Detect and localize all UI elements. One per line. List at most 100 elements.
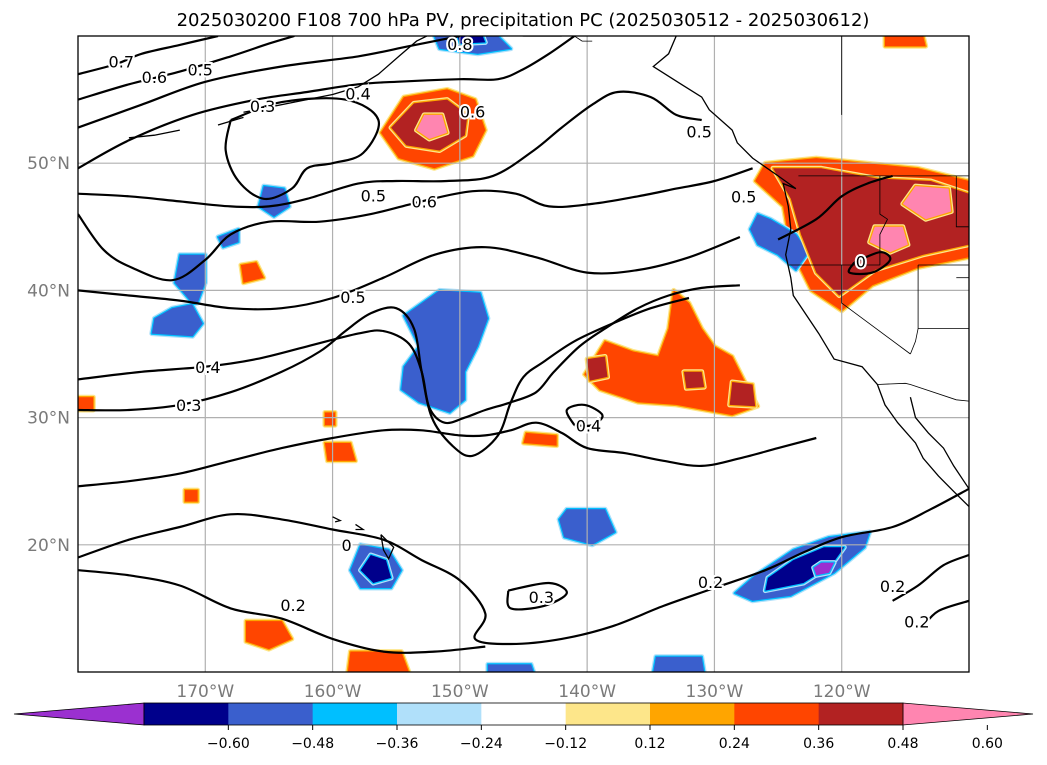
coastlines-layer (128, 36, 969, 561)
precip-positive-region (587, 356, 608, 381)
colorbar-tick-label: −0.48 (291, 736, 334, 752)
lon-tick-label: 140°W (558, 682, 616, 702)
precip-positive-region (184, 490, 198, 502)
colorbar-tick-label: 0.12 (634, 736, 665, 752)
lon-tick-label: 130°W (686, 682, 744, 702)
pv-contour-line (78, 90, 702, 209)
contour-label: 0.5 (361, 186, 386, 205)
lat-tick-label: 40°N (27, 281, 70, 301)
contour-label: 0.6 (460, 102, 485, 121)
precip-positive-region (869, 226, 908, 253)
contour-label: 0 (341, 536, 351, 555)
colorbar-tick-label: 0.60 (972, 736, 1003, 752)
contour-label: 0.4 (576, 417, 601, 436)
pv-contour-line (78, 235, 741, 311)
precip-region-edge (901, 184, 953, 221)
contour-label: 0.4 (345, 85, 370, 104)
precip-positive-region (324, 443, 356, 461)
latitude-tick-labels: 50°N 40°N 30°N 20°N (27, 154, 70, 556)
lon-tick-label: 150°W (431, 682, 489, 702)
colorbar-tick-label: −0.24 (460, 736, 503, 752)
contour-label: 0.3 (529, 588, 554, 607)
contour-label: 0.8 (447, 35, 472, 54)
political-border (879, 175, 889, 265)
colorbar-segment (228, 703, 314, 725)
precip-negative-region (360, 555, 392, 583)
precip-positive-region (240, 262, 264, 283)
gridlines (78, 36, 969, 672)
pv-contour-line (78, 36, 461, 129)
precip-negative-region (487, 664, 534, 672)
contour-label: 0.2 (880, 577, 905, 596)
lon-tick-label: 160°W (304, 682, 362, 702)
colorbar-tick-label: −0.60 (207, 736, 250, 752)
political-border (910, 265, 919, 355)
lat-tick-label: 30°N (27, 409, 70, 429)
colorbar-segment (397, 703, 482, 725)
political-borders-layer (574, 36, 969, 402)
political-border (955, 175, 969, 228)
coastline (355, 523, 366, 531)
precip-positive-region (347, 651, 409, 672)
colorbar: −0.60 −0.48 −0.36 −0.24 −0.12 0.12 0.24 0.36 0.4… (13, 702, 1034, 752)
precip-positive-region (78, 397, 94, 410)
pv-contour-line (224, 97, 381, 201)
lat-tick-label: 20°N (27, 536, 70, 556)
colorbar-segment (312, 703, 398, 725)
pv-contour-line (892, 553, 969, 602)
coastline (652, 36, 969, 508)
pv-contour-line (78, 36, 576, 170)
colorbar-tick-label: −0.12 (544, 736, 587, 752)
colorbar-segment (818, 703, 904, 725)
longitude-tick-labels: 170°W 160°W 150°W 140°W 130°W 120°W (176, 682, 870, 702)
contour-label: 0.2 (698, 573, 723, 592)
map-background (78, 36, 969, 672)
pv-contour-line (922, 599, 969, 627)
precip-positive-region (683, 371, 705, 389)
colorbar-tick-label: 0.36 (803, 736, 834, 752)
pv-contour-line (78, 36, 295, 101)
contour-label: 0.3 (250, 97, 275, 116)
pv-contour-line (506, 581, 568, 611)
political-border (877, 382, 969, 402)
precip-positive-region (324, 412, 336, 426)
contour-label: 0.2 (904, 612, 929, 631)
contour-label: 0.5 (731, 188, 756, 207)
precip-positive-region (523, 432, 557, 446)
map-frame (77, 35, 970, 673)
pv-contour-line (78, 569, 486, 654)
lat-tick-label: 50°N (27, 154, 70, 174)
precip-negative-region (813, 562, 835, 576)
contour-label: 0.2 (280, 596, 305, 615)
coastline (909, 397, 969, 490)
pv-contour-line (78, 487, 969, 646)
coastline (332, 516, 343, 523)
pv-contour-line (78, 284, 740, 425)
lon-tick-label: 120°W (813, 682, 871, 702)
precip-positive-region (246, 621, 292, 650)
precip-negative-region (750, 214, 809, 270)
contour-label: 0.5 (187, 60, 212, 79)
precip-negative-region (457, 36, 486, 44)
colorbar-frame (143, 702, 904, 726)
contour-label: 0 (856, 252, 866, 271)
contour-label: 0.6 (142, 68, 167, 87)
pv-contours-layer (78, 36, 969, 654)
colorbar-tick-label: 0.48 (887, 736, 918, 752)
colorbar-segment (565, 703, 651, 725)
precip-negative-region (765, 547, 845, 591)
pv-contour-line (565, 403, 604, 428)
colorbar-tick-label: 0.24 (719, 736, 750, 752)
coastline (243, 36, 428, 113)
contour-label: 0.4 (195, 358, 220, 377)
precip-negative-region (151, 254, 206, 337)
contour-label: 0.5 (340, 288, 365, 307)
pv-contour-line (78, 36, 219, 76)
precip-positive-region (416, 114, 448, 139)
colorbar-extend-min (13, 702, 145, 726)
colorbar-segment (481, 703, 567, 725)
colorbar-tick-label: −0.36 (376, 736, 419, 752)
chart-title: 2025030200 F108 700 hPa PV, precipitatio… (177, 10, 870, 31)
colorbar-segment (650, 703, 735, 725)
